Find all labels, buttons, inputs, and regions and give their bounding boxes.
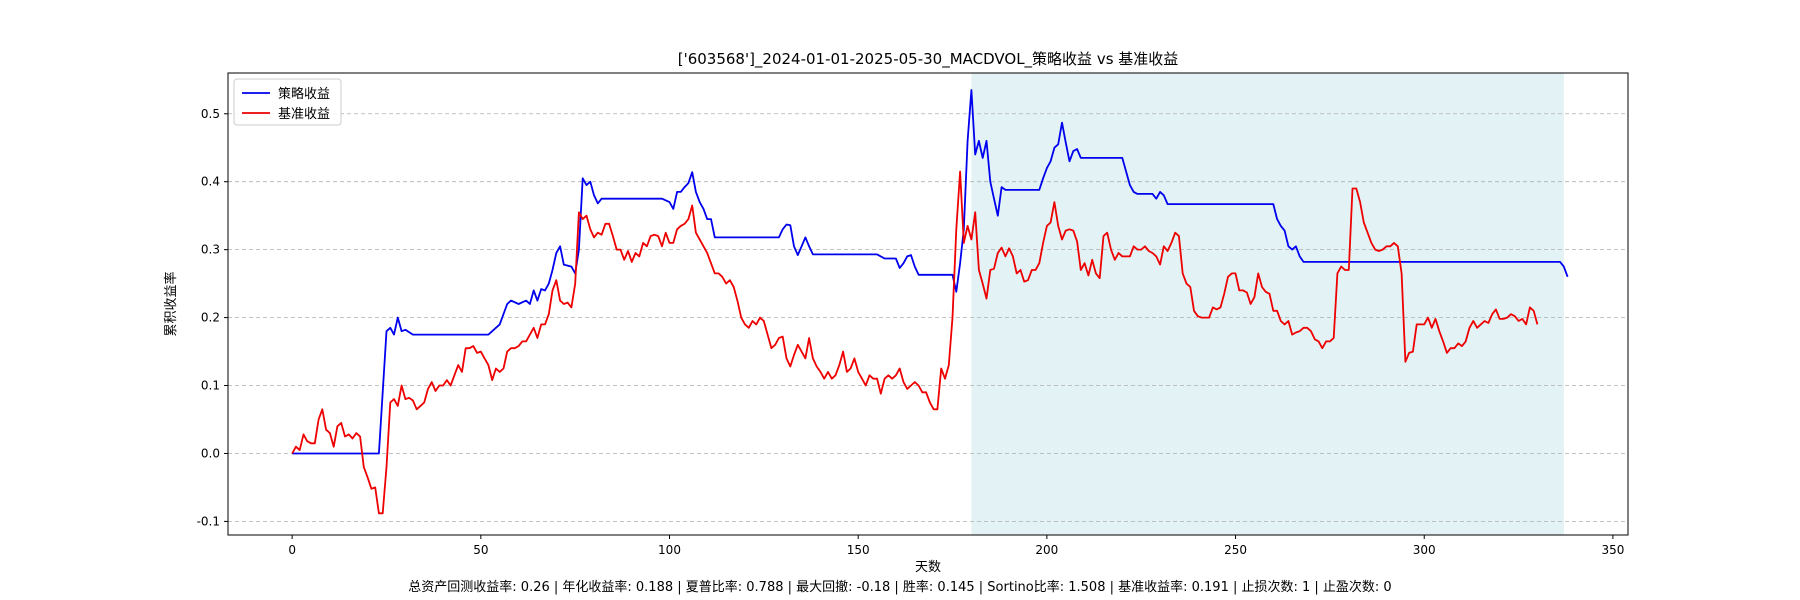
- y-tick-label: 0.1: [201, 379, 220, 393]
- x-tick-label: 0: [288, 543, 296, 557]
- x-tick-label: 300: [1413, 543, 1436, 557]
- y-axis: -0.1 0.0 0.1 0.2 0.3 0.4 0.5: [197, 107, 228, 528]
- y-axis-label: 累积收益率: [163, 271, 179, 336]
- grid-lines: [228, 113, 1628, 522]
- y-tick-label: 0.5: [201, 107, 220, 121]
- y-tick-label: -0.1: [197, 514, 220, 528]
- y-tick-label: 0.2: [201, 311, 220, 325]
- chart-title: ['603568']_2024-01-01-2025-05-30_MACDVOL…: [677, 50, 1179, 68]
- series-lines: [291, 89, 1569, 515]
- y-tick-label: 0.0: [201, 446, 220, 460]
- series-line-2: [291, 170, 1539, 515]
- x-tick-label: 150: [847, 543, 870, 557]
- x-tick-label: 50: [473, 543, 488, 557]
- series-line-1: [292, 89, 1569, 455]
- x-tick-label: 200: [1035, 543, 1058, 557]
- plot-frame: [227, 72, 1629, 536]
- x-tick-label: 350: [1601, 543, 1624, 557]
- x-axis-label: 天数: [915, 560, 941, 575]
- x-tick-label: 250: [1224, 543, 1247, 557]
- x-tick-label: 100: [658, 543, 681, 557]
- y-tick-label: 0.4: [201, 175, 220, 189]
- shaded-region: [971, 73, 1564, 535]
- x-axis: 0 50 100 150 200 250 300 350: [288, 535, 1624, 557]
- y-tick-label: 0.3: [201, 243, 220, 257]
- metrics-footer: 总资产回测收益率: 0.26 | 年化收益率: 0.188 | 夏普比率: 0.…: [408, 580, 1392, 595]
- legend-label-2: 基准收益: [278, 107, 330, 122]
- legend-label-1: 策略收益: [278, 86, 330, 102]
